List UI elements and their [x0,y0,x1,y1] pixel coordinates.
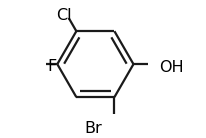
Text: Cl: Cl [56,8,72,23]
Text: Br: Br [84,121,102,136]
Text: F: F [47,59,56,74]
Text: OH: OH [159,60,184,75]
